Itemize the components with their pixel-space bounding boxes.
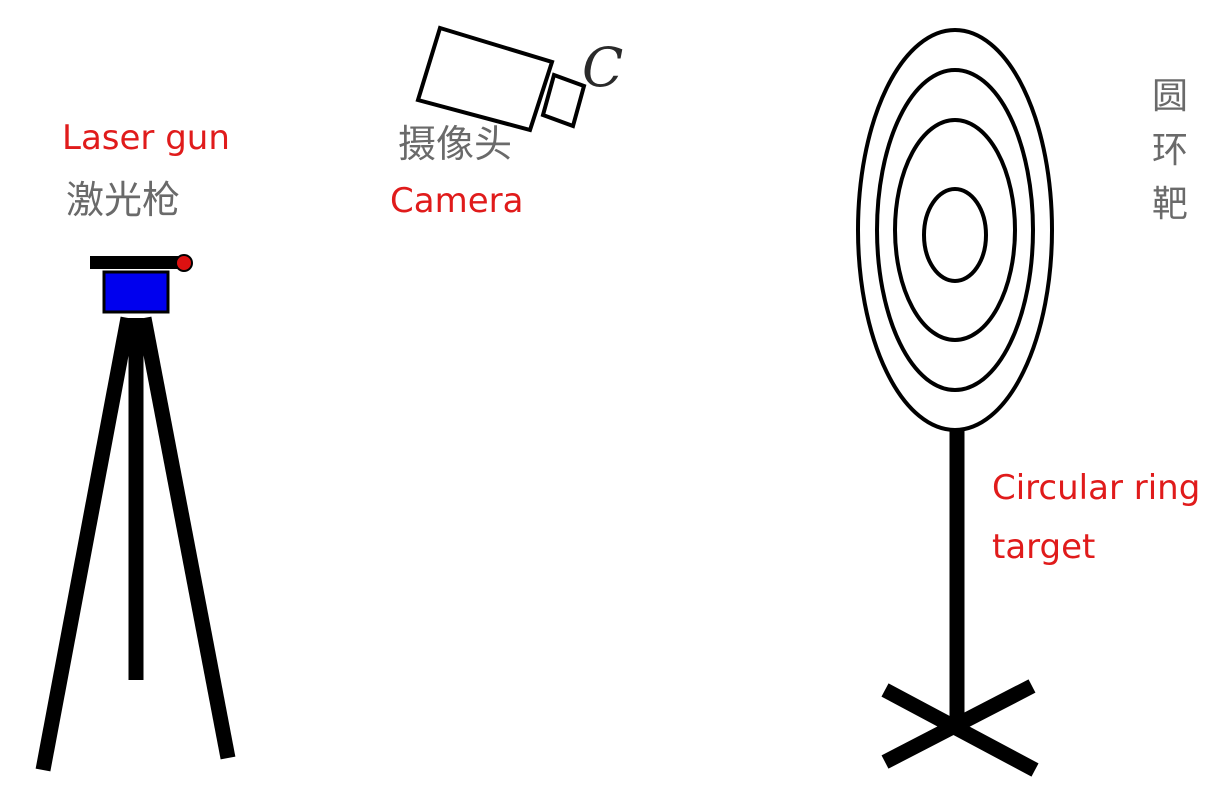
target-stand bbox=[881, 430, 1039, 777]
target-ring-4 bbox=[922, 187, 988, 283]
camera-body bbox=[415, 25, 555, 133]
target-label-en-line2: target bbox=[992, 527, 1096, 567]
camera-label-cn: 摄像头 bbox=[398, 122, 513, 166]
target-base-b bbox=[881, 679, 1036, 769]
camera-label-en: Camera bbox=[390, 181, 524, 221]
tripod-leg-right bbox=[136, 316, 236, 760]
target-ring-3 bbox=[893, 118, 1017, 342]
laser-gun-label-cn: 激光枪 bbox=[66, 178, 181, 222]
laser-gun bbox=[90, 254, 193, 314]
tripod-leg-left bbox=[35, 316, 136, 772]
laser-gun-body bbox=[102, 270, 170, 314]
laser-dot bbox=[175, 254, 193, 272]
camera-icon bbox=[415, 25, 587, 133]
tripod bbox=[35, 316, 236, 772]
camera-letter-c: C bbox=[582, 36, 624, 99]
target-ring-1 bbox=[856, 28, 1054, 432]
laser-gun-barrel bbox=[90, 256, 180, 269]
target-ring-2 bbox=[875, 68, 1035, 392]
camera-lens bbox=[540, 72, 587, 129]
target-label-en-line1: Circular ring bbox=[992, 468, 1201, 508]
target-label-cn: 圆环靶 bbox=[1151, 76, 1188, 225]
laser-gun-label-en: Laser gun bbox=[62, 118, 230, 158]
ring-target bbox=[856, 28, 1054, 432]
